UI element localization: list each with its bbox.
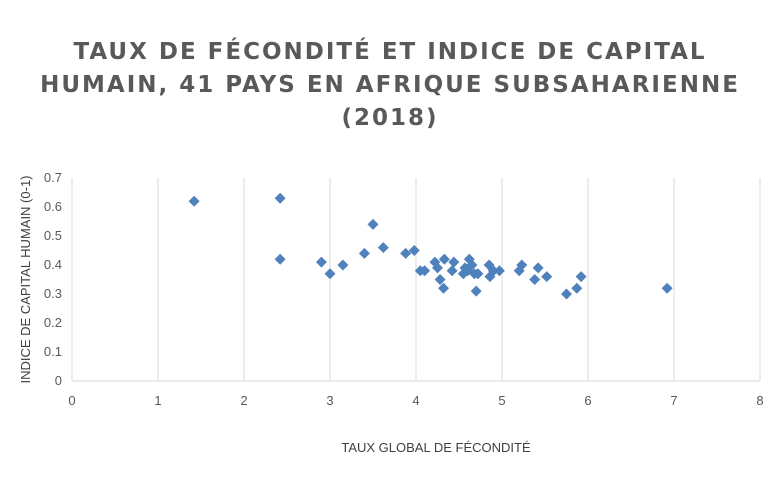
data-point-marker <box>315 256 327 268</box>
data-point-marker <box>324 268 336 280</box>
chart-title-line-2: HUMAIN, 41 PAYS EN AFRIQUE SUBSAHARIENNE <box>40 72 740 98</box>
chart-title-line-3: (2018) <box>341 105 439 131</box>
y-tick-label: 0.7 <box>44 170 62 185</box>
data-point-marker <box>661 282 673 294</box>
axes <box>71 178 760 382</box>
y-tick-label: 0.5 <box>44 228 62 243</box>
data-point-marker <box>367 218 379 230</box>
x-tick-label: 1 <box>154 393 161 408</box>
y-axis-title: INDICE DE CAPITAL HUMAIN (0-1) <box>18 175 33 383</box>
data-point-marker <box>358 247 370 259</box>
y-tick-labels: 0 0.1 0.2 0.3 0.4 0.5 0.6 0.7 <box>44 170 62 388</box>
data-point-marker <box>466 259 478 271</box>
data-point-marker <box>448 256 460 268</box>
y-tick-label: 0.3 <box>44 286 62 301</box>
data-point-marker <box>532 262 544 274</box>
data-point-marker <box>408 245 420 256</box>
data-points <box>188 192 673 300</box>
x-axis-title: TAUX GLOBAL DE FÉCONDITÉ <box>341 440 531 455</box>
data-point-marker <box>541 271 553 283</box>
data-point-marker <box>274 192 286 204</box>
gridlines <box>157 178 761 381</box>
chart-title: TAUX DE FÉCONDITÉ ET INDICE DE CAPITAL H… <box>0 36 780 135</box>
y-tick-label: 0.1 <box>44 344 62 359</box>
x-tick-label: 6 <box>584 393 591 408</box>
data-point-marker <box>470 285 482 297</box>
data-point-marker <box>438 253 450 265</box>
data-point-marker <box>377 242 389 254</box>
data-point-marker <box>571 282 583 294</box>
y-tick-label: 0.6 <box>44 199 62 214</box>
data-point-marker <box>438 282 450 294</box>
data-point-marker <box>516 259 528 271</box>
data-point-marker <box>434 274 446 285</box>
data-point-marker <box>575 271 587 283</box>
data-point-marker <box>432 262 443 274</box>
x-tick-label: 5 <box>498 393 505 408</box>
data-point-marker <box>529 274 541 285</box>
x-tick-label: 4 <box>412 393 419 408</box>
data-point-marker <box>472 268 484 280</box>
x-tick-label: 8 <box>756 393 763 408</box>
data-point-marker <box>446 265 458 277</box>
data-point-marker <box>337 259 349 271</box>
data-point-marker <box>561 288 572 300</box>
x-tick-label: 2 <box>240 393 247 408</box>
data-point-marker <box>188 195 200 207</box>
data-point-marker <box>493 265 505 277</box>
x-tick-labels: 0 1 2 3 4 5 6 7 8 <box>68 393 763 408</box>
chart-title-line-1: TAUX DE FÉCONDITÉ ET INDICE DE CAPITAL <box>73 39 707 65</box>
data-point-marker <box>400 247 412 259</box>
y-tick-label: 0.2 <box>44 315 62 330</box>
y-tick-label: 0 <box>55 373 62 388</box>
data-point-marker <box>419 265 431 277</box>
x-tick-label: 3 <box>326 393 333 408</box>
data-point-marker <box>487 265 499 277</box>
data-point-marker <box>274 253 286 265</box>
x-tick-label: 7 <box>670 393 677 408</box>
x-tick-label: 0 <box>68 393 75 408</box>
y-tick-label: 0.4 <box>44 257 62 272</box>
